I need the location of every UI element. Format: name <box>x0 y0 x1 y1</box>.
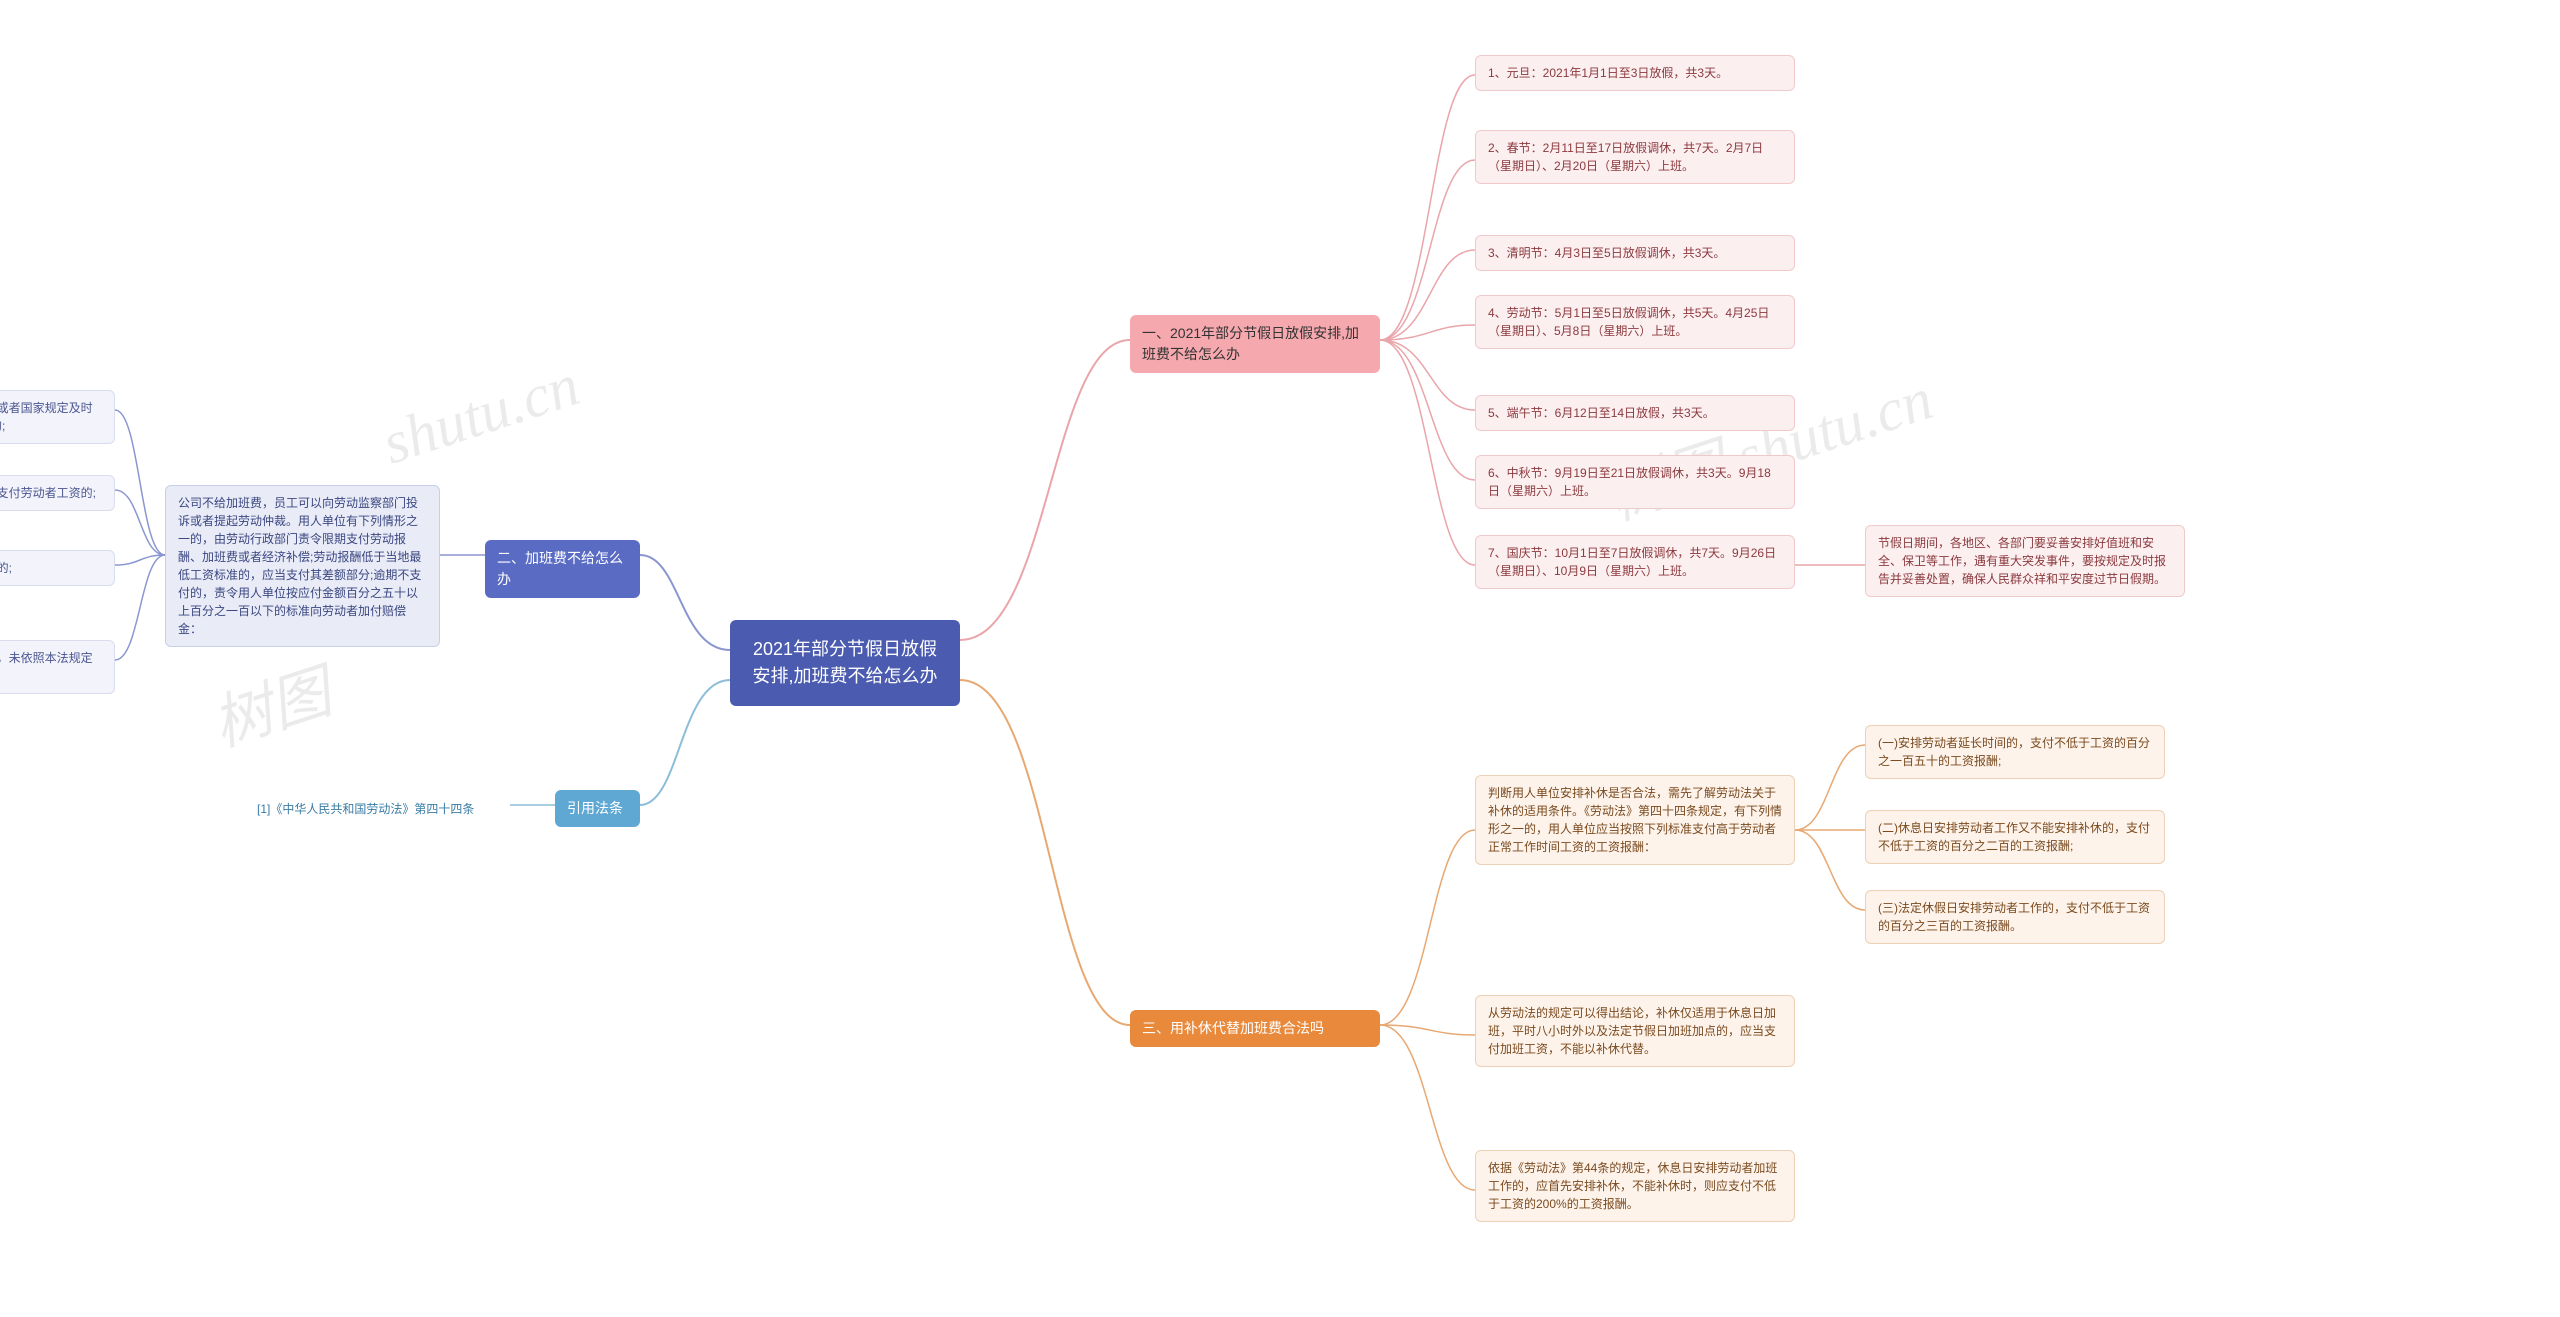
section2-item: 4、解除或者终止劳动合同，未依照本法规定向劳动者支付经济补偿的。 <box>0 640 115 694</box>
section3-sub: 判断用人单位安排补休是否合法，需先了解劳动法关于补休的适用条件。《劳动法》第四十… <box>1475 775 1795 865</box>
section2-title: 二、加班费不给怎么办 <box>485 540 640 598</box>
section2-item: 1、未按照劳动合同的约定或者国家规定及时足额支付劳动者劳动报酬的; <box>0 390 115 444</box>
section1-item: 2、春节：2月11日至17日放假调休，共7天。2月7日（星期日）、2月20日（星… <box>1475 130 1795 184</box>
section3-sub-item: (三)法定休假日安排劳动者工作的，支付不低于工资的百分之三百的工资报酬。 <box>1865 890 2165 944</box>
section1-item: 7、国庆节：10月1日至7日放假调休，共7天。9月26日（星期日）、10月9日（… <box>1475 535 1795 589</box>
section3-extra: 依据《劳动法》第44条的规定，休息日安排劳动者加班工作的，应首先安排补休，不能补… <box>1475 1150 1795 1222</box>
section4-item: [1]《中华人民共和国劳动法》第四十四条 <box>245 792 510 826</box>
section3-extra: 从劳动法的规定可以得出结论，补休仅适用于休息日加班，平时八小时外以及法定节假日加… <box>1475 995 1795 1067</box>
connectors <box>0 0 2560 1317</box>
section1-item: 3、清明节：4月3日至5日放假调休，共3天。 <box>1475 235 1795 271</box>
section2-item: 2、低于当地最低工资标准支付劳动者工资的; <box>0 475 115 511</box>
section1-item: 1、元旦：2021年1月1日至3日放假，共3天。 <box>1475 55 1795 91</box>
watermark: 树图 <box>199 644 340 764</box>
section1-tail: 节假日期间，各地区、各部门要妥善安排好值班和安全、保卫等工作，遇有重大突发事件，… <box>1865 525 2185 597</box>
section1-item: 4、劳动节：5月1日至5日放假调休，共5天。4月25日（星期日）、5月8日（星期… <box>1475 295 1795 349</box>
section3-title: 三、用补休代替加班费合法吗 <box>1130 1010 1380 1047</box>
section1-item: 5、端午节：6月12日至14日放假，共3天。 <box>1475 395 1795 431</box>
section2-item: 3、安排加班不支付加班费的; <box>0 550 115 586</box>
section3-sub-item: (二)休息日安排劳动者工作又不能安排补休的，支付不低于工资的百分之二百的工资报酬… <box>1865 810 2165 864</box>
section1-title: 一、2021年部分节假日放假安排,加班费不给怎么办 <box>1130 315 1380 373</box>
section3-sub-item: (一)安排劳动者延长时间的，支付不低于工资的百分之一百五十的工资报酬; <box>1865 725 2165 779</box>
section4-title: 引用法条 <box>555 790 640 827</box>
section2-sub: 公司不给加班费，员工可以向劳动监察部门投诉或者提起劳动仲裁。用人单位有下列情形之… <box>165 485 440 647</box>
root-node: 2021年部分节假日放假安排,加班费不给怎么办 <box>730 620 960 706</box>
watermark: shutu.cn <box>374 351 587 479</box>
section1-item: 6、中秋节：9月19日至21日放假调休，共3天。9月18日（星期六）上班。 <box>1475 455 1795 509</box>
